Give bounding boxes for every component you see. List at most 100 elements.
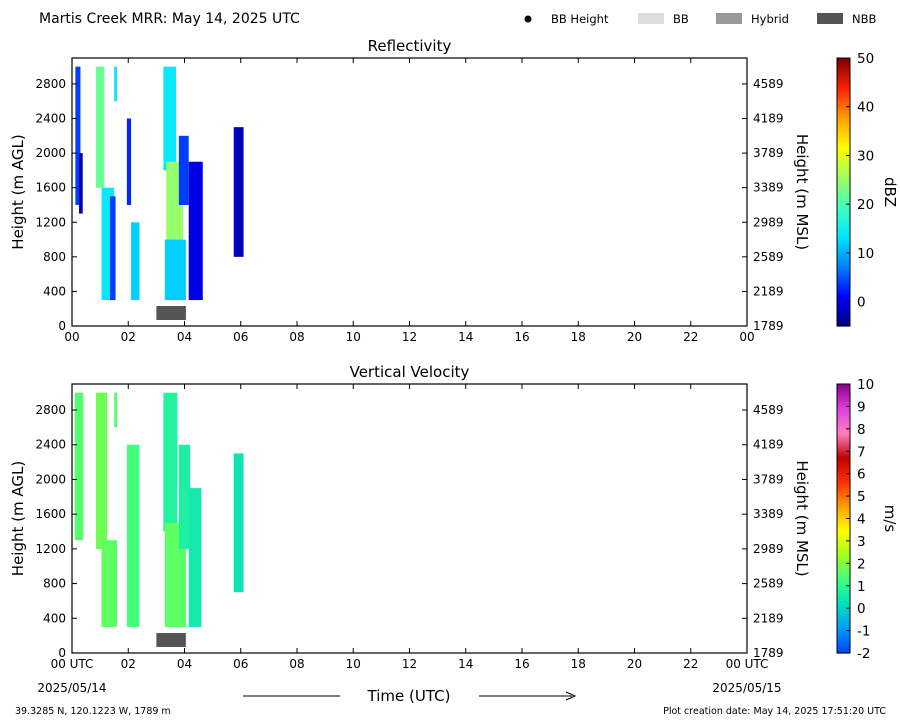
velocity-x-tick-label-6: 12 [402,657,417,671]
velocity-colorbar-segment-97 [837,433,850,437]
reflectivity-colorbar-segment-3 [837,317,850,320]
velocity-colorbar-segment-113 [837,397,850,401]
reflectivity-colorbar-tick-label-2: 20 [857,197,874,213]
reflectivity-colorbar-segment-5 [837,312,850,316]
reflectivity-colorbar-segment-94 [837,113,850,117]
velocity-y-right-tick-label-4: 3389 [753,507,784,521]
velocity-y-tick-label-3: 1200 [35,542,66,556]
reflectivity-y-tick-label-3: 1200 [35,215,66,229]
velocity-colorbar-segment-90 [837,449,850,452]
velocity-colorbar-segment-119 [837,384,850,387]
nbb-legend-swatch [817,13,843,24]
reflectivity-colorbar-segment-33 [837,250,850,253]
reflectivity-colorbar-segment-103 [837,93,850,97]
velocity-colorbar-segment-22 [837,601,850,605]
velocity-colorbar-segment-104 [837,417,850,421]
velocity-title: Vertical Velocity [350,363,470,381]
reflectivity-y-right-tick-label-1: 2189 [753,284,784,298]
velocity-colorbar-segment-21 [837,603,850,607]
velocity-colorbar-segment-55 [837,527,850,531]
reflectivity-y-right-tick-label-2: 2589 [753,250,784,264]
time-axis-label: Time (UTC) [367,687,451,705]
reflectivity-echo-6 [126,118,132,205]
reflectivity-colorbar-segment-77 [837,151,850,155]
reflectivity-y-tick-label-0: 0 [58,319,66,333]
velocity-colorbar-segment-28 [837,587,850,591]
reflectivity-colorbar-segment-55 [837,200,850,204]
velocity-colorbar-segment-62 [837,511,850,515]
velocity-colorbar-segment-24 [837,596,850,600]
reflectivity-colorbar-segment-14 [837,292,850,296]
reflectivity-colorbar-segment-60 [837,189,850,193]
reflectivity-colorbar-segment-46 [837,221,850,224]
velocity-colorbar-segment-2 [837,646,850,650]
velocity-y-right-tick-label-0: 1789 [753,646,784,660]
velocity-colorbar-segment-78 [837,475,850,479]
velocity-x-tick-label-7: 14 [458,657,473,671]
velocity-colorbar-segment-37 [837,567,850,571]
velocity-colorbar-segment-66 [837,502,850,506]
reflectivity-colorbar-segment-41 [837,232,850,236]
reflectivity-colorbar-segment-49 [837,214,850,218]
reflectivity-y-right-tick-label-5: 3789 [753,146,784,160]
reflectivity-colorbar-segment-106 [837,87,850,90]
reflectivity-colorbar-segment-69 [837,169,850,173]
velocity-colorbar-tick-label-7: 5 [857,489,866,505]
velocity-colorbar-segment-84 [837,462,850,466]
velocity-colorbar-segment-16 [837,614,850,618]
velocity-colorbar-segment-63 [837,509,850,513]
reflectivity-colorbar-segment-66 [837,176,850,180]
reflectivity-colorbar-segment-72 [837,162,850,166]
velocity-colorbar-segment-26 [837,592,850,596]
velocity-colorbar-segment-38 [837,565,850,569]
reflectivity-colorbar-segment-113 [837,71,850,75]
reflectivity-colorbar-segment-34 [837,247,850,251]
reflectivity-colorbar-segment-23 [837,272,850,276]
velocity-y-right-tick-label-5: 3789 [753,472,784,486]
reflectivity-colorbar-segment-85 [837,133,850,137]
reflectivity-colorbar-segment-112 [837,73,850,77]
velocity-colorbar-segment-102 [837,422,850,425]
reflectivity-colorbar-segment-10 [837,301,850,305]
velocity-y-tick-label-5: 2000 [35,472,66,486]
velocity-colorbar-segment-70 [837,493,850,497]
reflectivity-colorbar-segment-38 [837,238,850,242]
velocity-colorbar-segment-0 [837,650,850,654]
velocity-x-tick-label-4: 08 [289,657,304,671]
reflectivity-colorbar-segment-4 [837,314,850,318]
velocity-colorbar-segment-14 [837,619,850,623]
velocity-y-right-tick-label-7: 4589 [753,403,784,417]
velocity-colorbar-segment-115 [837,392,850,396]
reflectivity-colorbar-segment-1 [837,321,850,325]
reflectivity-colorbar-segment-32 [837,252,850,256]
velocity-y-right-tick-label-2: 2589 [753,577,784,591]
reflectivity-colorbar-segment-70 [837,167,850,171]
reflectivity-colorbar-segment-75 [837,156,850,160]
velocity-colorbar-segment-100 [837,426,850,430]
velocity-colorbar-segment-5 [837,639,850,643]
reflectivity-colorbar-segment-11 [837,299,850,303]
reflectivity-echo-10 [164,239,186,301]
reflectivity-colorbar-segment-68 [837,171,850,175]
velocity-colorbar-segment-68 [837,498,850,502]
velocity-colorbar-segment-51 [837,536,850,540]
velocity-colorbar-segment-57 [837,522,850,526]
reflectivity-echo-12 [188,161,203,301]
velocity-colorbar-segment-94 [837,440,850,443]
velocity-nbb-marker-0 [156,633,186,647]
reflectivity-colorbar-segment-67 [837,174,850,177]
reflectivity-x-tick-label-2: 04 [177,330,192,344]
reflectivity-x-tick-label-1: 02 [121,330,136,344]
reflectivity-y-right-tick-label-3: 2989 [753,215,784,229]
reflectivity-colorbar-segment-39 [837,236,850,240]
velocity-colorbar-segment-75 [837,482,850,486]
velocity-colorbar-segment-29 [837,585,850,589]
velocity-colorbar-segment-1 [837,648,850,652]
reflectivity-colorbar-segment-95 [837,111,850,115]
reflectivity-colorbar-segment-51 [837,209,850,213]
velocity-colorbar-segment-48 [837,543,850,546]
reflectivity-colorbar-segment-58 [837,194,850,198]
velocity-colorbar-segment-34 [837,574,850,578]
reflectivity-colorbar-segment-119 [837,58,850,61]
reflectivity-y-right-tick-label-7: 4589 [753,77,784,91]
